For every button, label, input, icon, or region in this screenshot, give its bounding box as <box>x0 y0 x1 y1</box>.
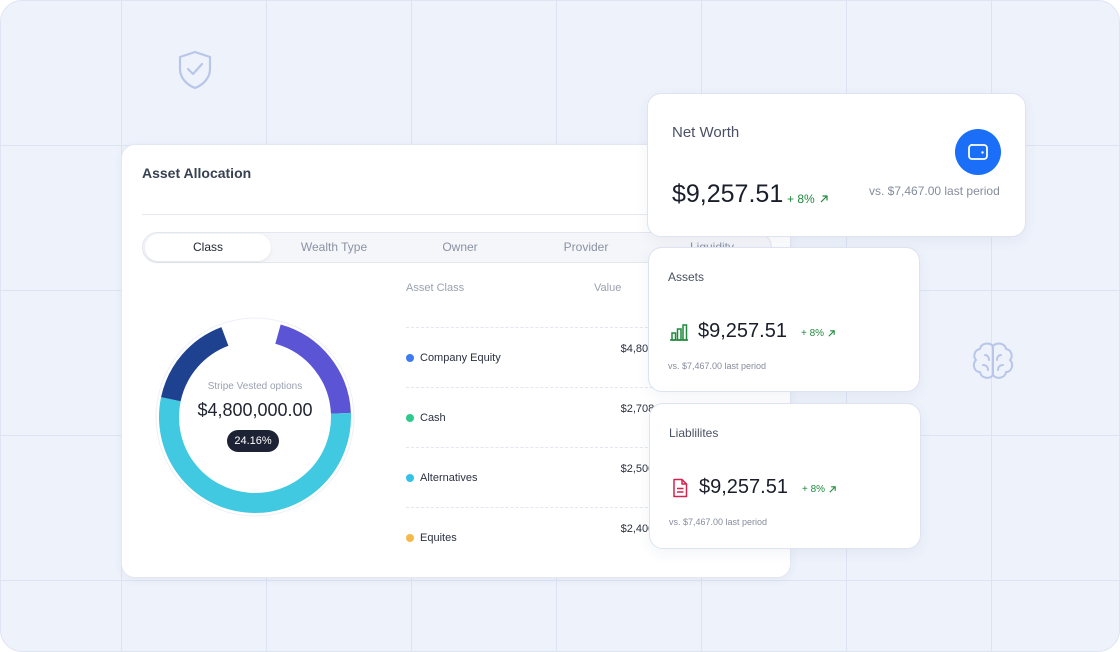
column-header-value: Value <box>594 282 622 294</box>
donut-value: $4,800,000.00 <box>197 400 313 420</box>
donut-segment-navy[interactable] <box>161 327 229 402</box>
panel-title: Asset Allocation <box>142 165 252 181</box>
change-value: + 8% <box>801 484 826 495</box>
allocation-donut-chart <box>155 317 355 517</box>
donut-segment-cyan[interactable] <box>159 397 351 513</box>
legend-dot <box>406 354 414 362</box>
arrow-up-right-icon <box>829 486 836 493</box>
net-worth-amount: $9,257.51 <box>672 180 784 208</box>
legend-dot <box>406 474 414 482</box>
card-title: Assets <box>668 270 705 284</box>
arrow-up-right-icon <box>820 195 828 203</box>
comparison-text: vs. $7,467.00 last period <box>869 184 1000 198</box>
divider <box>142 214 770 215</box>
shield-check-icon <box>178 50 212 90</box>
percentage-badge: 24.16% <box>227 430 279 452</box>
liabilities-amount: $9,257.51 <box>699 476 788 498</box>
document-icon <box>669 477 691 499</box>
asset-class-name: Company Equity <box>420 352 501 364</box>
asset-class-name: Cash <box>420 412 446 424</box>
arrow-up-right-icon <box>828 330 835 337</box>
donut-segment-violet[interactable] <box>274 324 351 415</box>
card-title: Net Worth <box>672 124 740 141</box>
liabilities-card[interactable]: Liablilites $9,257.51 + 8% vs. $7,467.00… <box>649 403 921 549</box>
brain-icon <box>972 342 1014 379</box>
net-worth-card[interactable]: Net Worth $9,257.51 + 8% vs. $7,467.00 l… <box>647 93 1026 237</box>
card-title: Liablilites <box>669 426 719 440</box>
legend-dot <box>406 414 414 422</box>
tab-wealth-type[interactable]: Wealth Type <box>300 240 368 254</box>
asset-class-name: Alternatives <box>420 472 478 484</box>
comparison-text: vs. $7,467.00 last period <box>669 517 768 527</box>
change-value: + 8% <box>787 192 815 206</box>
change-indicator: + 8% <box>802 484 837 495</box>
legend-dot <box>406 534 414 542</box>
change-indicator: + 8% <box>787 192 829 206</box>
assets-card[interactable]: Assets $9,257.51 + 8% vs. $7,467.00 last… <box>648 247 920 392</box>
tab-owner[interactable]: Owner <box>442 240 478 254</box>
column-header-asset-class: Asset Class <box>406 282 465 294</box>
donut-center: Stripe Vested options $4,800,000.00 24.1… <box>155 317 355 517</box>
comparison-text: vs. $7,467.00 last period <box>668 361 767 371</box>
donut-subtitle: Stripe Vested options <box>207 381 303 392</box>
change-value: + 8% <box>800 328 825 339</box>
change-indicator: + 8% <box>801 328 836 339</box>
assets-amount: $9,257.51 <box>698 320 787 342</box>
tab-class[interactable]: Class <box>145 234 271 261</box>
donut-outer-ring <box>155 317 355 517</box>
asset-class-name: Equites <box>420 532 457 544</box>
wallet-icon[interactable] <box>955 129 1001 175</box>
bar-chart-icon <box>668 321 690 343</box>
tab-provider[interactable]: Provider <box>563 240 609 254</box>
